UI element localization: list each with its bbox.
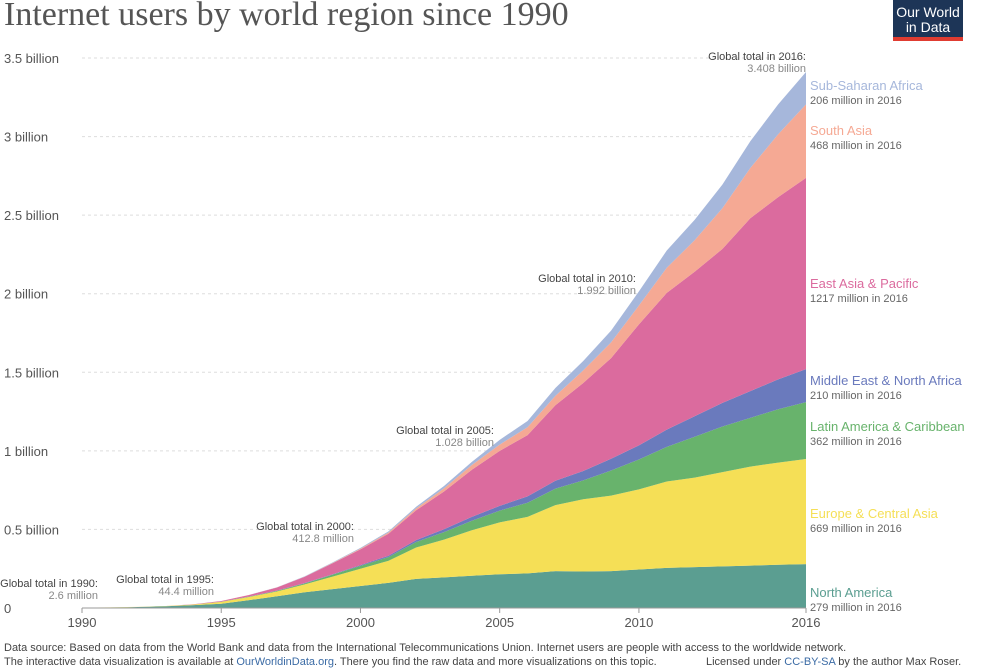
y-tick-label: 3 billion	[4, 130, 48, 145]
logo-line-1: Our World	[896, 4, 960, 20]
series-sublabel: 669 million in 2016	[810, 523, 902, 535]
series-label: South Asia	[810, 123, 873, 138]
annotation-value: 1.028 billion	[435, 437, 494, 449]
annotation-value: 44.4 million	[158, 586, 214, 598]
area-north-america	[82, 564, 806, 608]
series-label: Europe & Central Asia	[810, 506, 939, 521]
annotation-title: Global total in 1990:	[0, 578, 98, 590]
y-tick-label: 1.5 billion	[4, 365, 59, 380]
series-sublabel: 1217 million in 2016	[810, 293, 908, 305]
annotation-title: Global total in 2010:	[538, 273, 636, 285]
x-tick-label: 1990	[68, 615, 97, 630]
annotation-value: 3.408 billion	[747, 63, 806, 75]
area-east-asia-pacific	[82, 177, 806, 608]
series-label: Sub-Saharan Africa	[810, 78, 924, 93]
footer-license: Licensed under CC-BY-SA by the author Ma…	[706, 656, 961, 668]
annotation-value: 412.8 million	[292, 533, 354, 545]
y-tick-label: 2.5 billion	[4, 208, 59, 223]
series-label: Middle East & North Africa	[810, 373, 962, 388]
footer-viz-prefix: The interactive data visualization is av…	[4, 656, 237, 668]
series-sublabel: 210 million in 2016	[810, 390, 902, 402]
x-tick-label: 2000	[346, 615, 375, 630]
annotation-title: Global total in 2005:	[396, 425, 494, 437]
series-label: Latin America & Caribbean	[810, 419, 965, 434]
annotation-title: Global total in 1995:	[116, 574, 214, 586]
footer-source: Data source: Based on data from the Worl…	[4, 642, 847, 654]
logo-line-2: in Data	[905, 19, 951, 35]
license-link[interactable]: CC-BY-SA	[784, 656, 836, 668]
license-prefix: Licensed under	[706, 656, 785, 668]
x-tick-label: 1995	[207, 615, 236, 630]
x-tick-label: 2016	[792, 615, 821, 630]
y-tick-label: 1 billion	[4, 444, 48, 459]
owid-link[interactable]: OurWorldinData.org	[236, 656, 334, 668]
y-tick-label: 0.5 billion	[4, 522, 59, 537]
page-title: Internet users by world region since 199…	[4, 0, 569, 33]
owid-logo[interactable]: Our World in Data	[893, 0, 963, 41]
annotation-title: Global total in 2000:	[256, 521, 354, 533]
annotation-title: Global total in 2016:	[708, 51, 806, 63]
annotation-value: 1.992 billion	[577, 285, 636, 297]
series-sublabel: 206 million in 2016	[810, 95, 902, 107]
series-label: North America	[810, 585, 893, 600]
annotation-value: 2.6 million	[48, 590, 98, 602]
area-europe-central-asia	[82, 459, 806, 608]
series-sublabel: 468 million in 2016	[810, 140, 902, 152]
footer-viz-suffix: . There you find the raw data and more v…	[333, 656, 657, 668]
footer-viz-line: The interactive data visualization is av…	[4, 656, 657, 668]
series-sublabel: 362 million in 2016	[810, 436, 902, 448]
series-label: East Asia & Pacific	[810, 276, 919, 291]
y-tick-label: 0	[4, 601, 11, 616]
x-tick-label: 2005	[485, 615, 514, 630]
y-tick-label: 3.5 billion	[4, 51, 59, 66]
license-suffix: by the author Max Roser.	[835, 656, 962, 668]
series-sublabel: 279 million in 2016	[810, 602, 902, 614]
x-tick-label: 2010	[624, 615, 653, 630]
y-tick-label: 2 billion	[4, 287, 48, 302]
